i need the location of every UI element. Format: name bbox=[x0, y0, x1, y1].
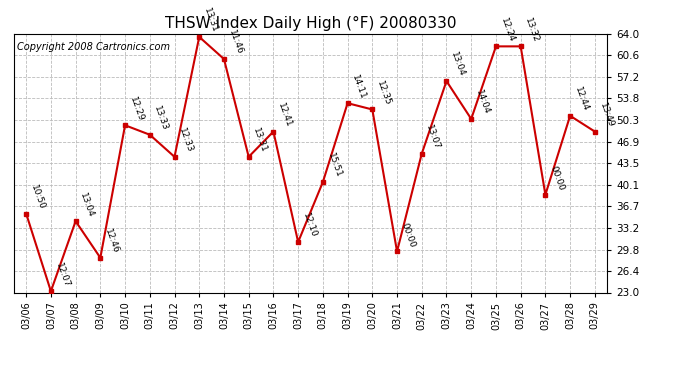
Text: 11:46: 11:46 bbox=[227, 29, 244, 56]
Text: 15:51: 15:51 bbox=[326, 152, 343, 179]
Text: 12:24: 12:24 bbox=[499, 16, 516, 44]
Text: 14:04: 14:04 bbox=[474, 89, 491, 116]
Text: 13:04: 13:04 bbox=[449, 51, 466, 78]
Text: 12:10: 12:10 bbox=[301, 212, 318, 239]
Text: 00:00: 00:00 bbox=[400, 221, 417, 249]
Text: 13:07: 13:07 bbox=[424, 123, 442, 151]
Text: 00:00: 00:00 bbox=[548, 165, 566, 192]
Text: 13:32: 13:32 bbox=[524, 16, 541, 44]
Text: 12:46: 12:46 bbox=[103, 228, 120, 255]
Text: 12:41: 12:41 bbox=[276, 102, 293, 129]
Text: 12:07: 12:07 bbox=[54, 261, 71, 288]
Text: 13:49: 13:49 bbox=[598, 102, 615, 129]
Text: 10:50: 10:50 bbox=[29, 183, 46, 211]
Text: 13:04: 13:04 bbox=[79, 191, 96, 218]
Text: 13:33: 13:33 bbox=[152, 105, 170, 132]
Title: THSW Index Daily High (°F) 20080330: THSW Index Daily High (°F) 20080330 bbox=[165, 16, 456, 31]
Text: 12:33: 12:33 bbox=[177, 127, 195, 154]
Text: 12:29: 12:29 bbox=[128, 95, 145, 123]
Text: Copyright 2008 Cartronics.com: Copyright 2008 Cartronics.com bbox=[17, 42, 170, 51]
Text: 12:44: 12:44 bbox=[573, 86, 590, 113]
Text: 14:11: 14:11 bbox=[351, 73, 368, 100]
Text: 12:35: 12:35 bbox=[375, 80, 393, 107]
Text: 13:31: 13:31 bbox=[202, 7, 219, 34]
Text: 13:31: 13:31 bbox=[251, 127, 269, 154]
